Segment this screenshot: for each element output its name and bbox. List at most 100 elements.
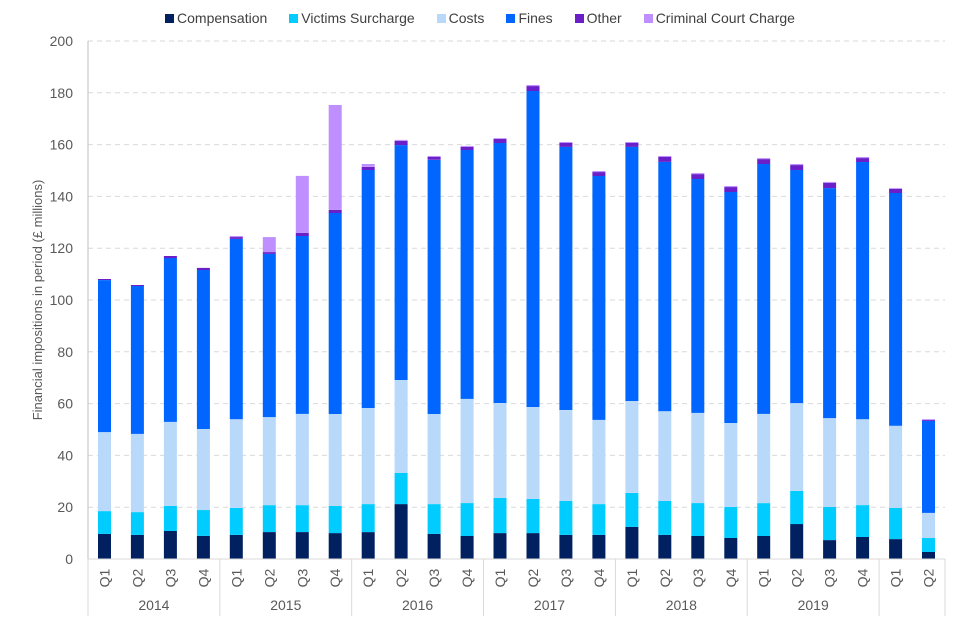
bar-segment-compensation [229, 534, 243, 559]
bar-segment-costs [889, 425, 903, 508]
bar-segment-compensation [856, 537, 870, 559]
bar-segment-fines [526, 91, 540, 407]
bar-segment-other [262, 252, 276, 254]
legend-label: Victims Surcharge [301, 10, 415, 26]
bar-segment-criminal-court-charge [361, 164, 375, 167]
x-tick-label-quarter: Q3 [558, 568, 574, 587]
bar-segment-criminal-court-charge [526, 85, 540, 86]
bar-segment-criminal-court-charge [295, 175, 309, 233]
bar-segment-other [427, 157, 441, 160]
y-tick-label: 160 [50, 137, 74, 153]
bar-segment-criminal-court-charge [229, 236, 243, 237]
legend-swatch [506, 13, 516, 23]
x-tick-label-year: 2019 [798, 597, 829, 613]
bar-segment-compensation [493, 533, 507, 559]
y-tick-label: 180 [50, 85, 74, 101]
bar-segment-compensation [394, 504, 408, 559]
x-tick-label-quarter: Q4 [591, 568, 607, 587]
x-tick-label-quarter: Q2 [921, 568, 937, 587]
x-tick-label-quarter: Q1 [97, 568, 113, 587]
bar-segment-compensation [823, 540, 837, 559]
legend-item: Costs [436, 10, 484, 26]
y-tick-label: 0 [65, 551, 73, 567]
bar-segment-fines [889, 193, 903, 426]
x-tick-label-quarter: Q3 [162, 568, 178, 587]
x-tick-label-quarter: Q3 [426, 568, 442, 587]
bar-segment-costs [922, 512, 935, 538]
bar-segment-victims-surcharge [163, 505, 177, 531]
bar-segment-fines [691, 179, 705, 413]
bar-segment-other [328, 209, 342, 213]
bar-segment-victims-surcharge [526, 498, 540, 534]
y-tick-label: 120 [50, 240, 74, 256]
x-tick-label-quarter: Q2 [129, 568, 145, 587]
bar-segment-other [493, 138, 507, 143]
bar-segment-victims-surcharge [295, 505, 309, 532]
bar-segment-criminal-court-charge [856, 157, 870, 158]
bar-segment-other [757, 159, 771, 164]
bar-segment-victims-surcharge [493, 497, 507, 534]
bar-segment-costs [625, 401, 639, 493]
bar-segment-fines [823, 188, 837, 419]
y-tick-label: 40 [57, 447, 73, 463]
x-tick-label-quarter: Q2 [525, 568, 541, 587]
bar-segment-criminal-court-charge [790, 164, 804, 165]
bar-segment-costs [526, 407, 540, 499]
bar-segment-other [592, 172, 606, 176]
legend-swatch [165, 13, 175, 23]
bar-segment-fines [361, 170, 375, 408]
legend-item: Fines [506, 10, 553, 26]
bar-segment-criminal-court-charge [394, 139, 408, 141]
bar-segment-costs [328, 414, 342, 506]
bar-segment-victims-surcharge [460, 503, 474, 536]
bar-segment-other [889, 188, 903, 193]
bar-segment-costs [262, 417, 276, 506]
bar-segment-fines [757, 164, 771, 414]
bar-segment-compensation [691, 535, 705, 559]
bar-segment-costs [592, 419, 606, 505]
legend-label: Criminal Court Charge [655, 10, 795, 26]
bar-segment-compensation [196, 535, 210, 559]
bar-segment-compensation [427, 533, 441, 559]
bar-segment-costs [361, 408, 375, 505]
legend-label: Fines [518, 10, 553, 26]
bar-segment-compensation [658, 534, 672, 559]
bar-segment-fines [328, 213, 342, 414]
y-tick-label: 60 [57, 396, 73, 412]
legend-item: Victims Surcharge [289, 10, 415, 26]
bar-segment-fines [790, 170, 804, 404]
bar-segment-fines [394, 145, 408, 380]
bars [98, 85, 935, 559]
bar-segment-fines [262, 253, 276, 418]
bar-segment-compensation [163, 531, 177, 559]
bar-segment-fines [460, 150, 474, 399]
bar-segment-criminal-court-charge [592, 171, 606, 172]
bar-segment-other [658, 157, 672, 162]
bar-segment-victims-surcharge [328, 505, 342, 534]
bar-segment-victims-surcharge [757, 503, 771, 536]
bar-segment-victims-surcharge [229, 508, 243, 535]
bar-segment-costs [130, 433, 144, 513]
bar-segment-compensation [98, 533, 111, 559]
bar-segment-criminal-court-charge [922, 419, 935, 420]
bar-segment-criminal-court-charge [658, 156, 672, 157]
bar-segment-victims-surcharge [625, 493, 639, 527]
bar-segment-other [163, 256, 177, 259]
bar-segment-fines [163, 258, 177, 422]
x-tick-label-quarter: Q1 [888, 568, 904, 587]
bar-segment-costs [98, 432, 111, 512]
bar-segment-compensation [757, 535, 771, 559]
y-tick-label: 200 [50, 33, 74, 49]
bar-segment-other [229, 237, 243, 239]
x-tick-label-quarter: Q1 [360, 568, 376, 587]
x-tick-label-quarter: Q4 [327, 568, 343, 587]
bar-segment-costs [823, 418, 837, 507]
bar-segment-compensation [262, 532, 276, 559]
bar-segment-criminal-court-charge [724, 186, 738, 187]
legend-swatch [574, 13, 584, 23]
bar-segment-victims-surcharge [856, 505, 870, 537]
bar-segment-fines [922, 421, 935, 513]
legend-swatch [643, 13, 653, 23]
x-tick-label-quarter: Q1 [228, 568, 244, 587]
bar-segment-compensation [790, 524, 804, 559]
